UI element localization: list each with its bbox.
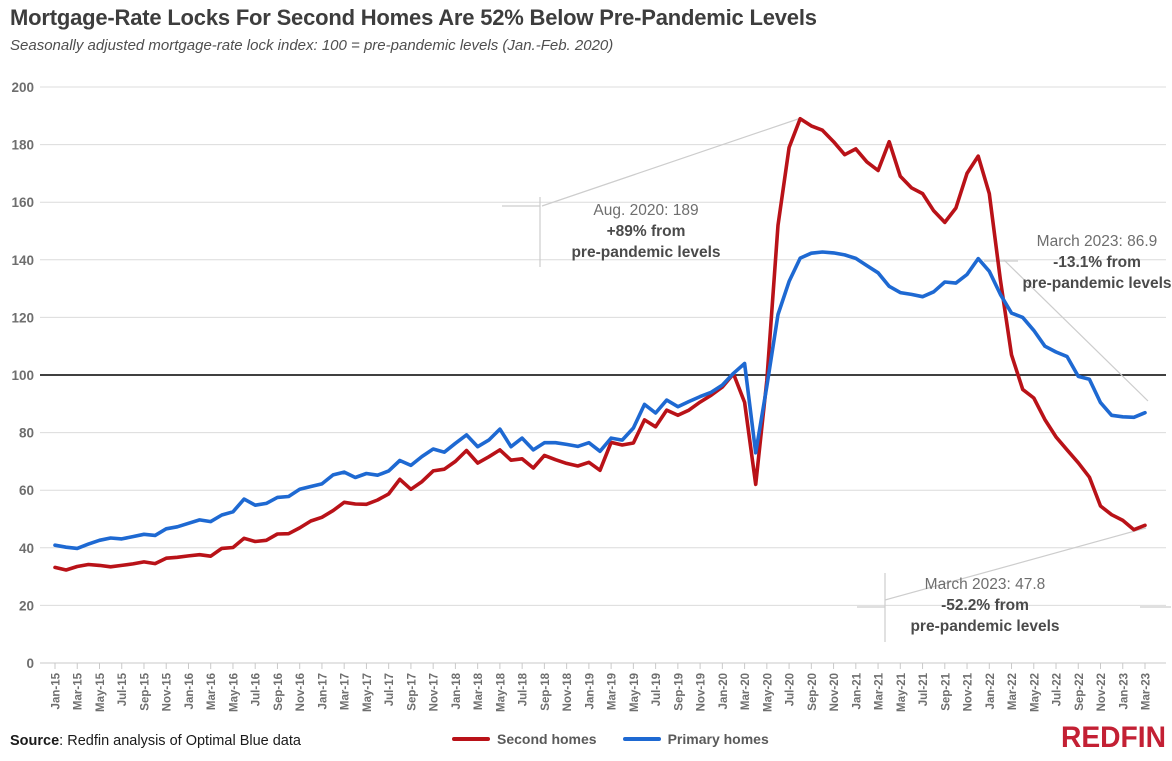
redfin-logo: REDFIN (1060, 719, 1168, 758)
callout-change: -13.1% from (1053, 254, 1141, 271)
svg-text:Nov-15: Nov-15 (162, 672, 174, 711)
svg-text:May-19: May-19 (629, 673, 641, 712)
source-text: : Redfin analysis of Optimal Blue data (59, 733, 301, 749)
svg-text:May-18: May-18 (495, 672, 507, 712)
svg-text:Nov-17: Nov-17 (429, 673, 441, 711)
svg-text:Sep-19: Sep-19 (673, 673, 685, 711)
page-subtitle: Seasonally adjusted mortgage-rate lock i… (10, 37, 614, 54)
svg-text:Sep-15: Sep-15 (139, 672, 151, 710)
svg-text:Jul-22: Jul-22 (1052, 673, 1064, 706)
svg-text:Mar-23: Mar-23 (1141, 673, 1153, 710)
callout-change: -52.2% from (941, 597, 1029, 614)
svg-text:80: 80 (19, 426, 34, 441)
svg-text:May-16: May-16 (228, 673, 240, 712)
svg-text:Nov-21: Nov-21 (963, 672, 975, 711)
svg-text:Jul-20: Jul-20 (785, 673, 797, 706)
svg-text:Sep-21: Sep-21 (940, 672, 952, 710)
svg-text:May-20: May-20 (762, 673, 774, 712)
svg-text:20: 20 (19, 598, 34, 613)
legend-item-second-homes: Second homes (452, 731, 597, 747)
svg-text:40: 40 (19, 541, 34, 556)
callout-caption: pre-pandemic levels (910, 618, 1060, 635)
svg-text:Jan-21: Jan-21 (851, 672, 863, 709)
svg-text:Jul-18: Jul-18 (518, 672, 530, 706)
svg-text:100: 100 (11, 368, 34, 383)
svg-text:Mar-16: Mar-16 (206, 673, 218, 710)
source-label: Source (10, 733, 60, 749)
svg-text:Mar-22: Mar-22 (1007, 673, 1019, 710)
callout-caption: pre-pandemic levels (1022, 275, 1172, 292)
svg-text:Nov-19: Nov-19 (696, 673, 708, 711)
callout-march-2023-primary: March 2023: 86.9 -13.1% from pre-pandemi… (997, 231, 1172, 294)
svg-text:Sep-16: Sep-16 (273, 673, 285, 711)
svg-text:May-22: May-22 (1029, 673, 1041, 712)
svg-text:Nov-20: Nov-20 (829, 673, 841, 711)
svg-text:Mar-17: Mar-17 (340, 673, 352, 710)
page-title: Mortgage-Rate Locks For Second Homes Are… (10, 5, 817, 30)
svg-text:Nov-22: Nov-22 (1096, 673, 1108, 711)
legend-label: Second homes (497, 731, 597, 747)
svg-text:140: 140 (11, 253, 34, 268)
svg-text:0: 0 (26, 656, 34, 671)
callout-aug-2020-peak: Aug. 2020: 189 +89% from pre-pandemic le… (536, 200, 756, 263)
svg-text:Jan-15: Jan-15 (51, 672, 63, 709)
svg-text:160: 160 (11, 195, 34, 210)
svg-text:180: 180 (11, 138, 34, 153)
svg-text:200: 200 (11, 80, 34, 95)
svg-text:Mar-20: Mar-20 (740, 673, 752, 710)
legend-item-primary-homes: Primary homes (622, 731, 769, 747)
svg-text:120: 120 (11, 310, 34, 325)
legend-swatch-second-homes (452, 737, 490, 741)
svg-text:Jan-17: Jan-17 (317, 673, 329, 709)
legend: Second homes Primary homes (452, 731, 769, 747)
callout-value: March 2023: 86.9 (1036, 233, 1158, 250)
svg-text:Nov-18: Nov-18 (562, 672, 574, 711)
svg-text:May-15: May-15 (95, 672, 107, 712)
svg-text:Jul-21: Jul-21 (918, 672, 930, 706)
svg-text:Jul-16: Jul-16 (251, 673, 263, 706)
svg-text:Jan-23: Jan-23 (1118, 673, 1130, 709)
svg-text:Sep-22: Sep-22 (1074, 673, 1086, 711)
legend-swatch-primary-homes (622, 737, 661, 741)
legend-label: Primary homes (667, 731, 769, 747)
callout-caption: pre-pandemic levels (571, 244, 721, 261)
svg-text:Jul-17: Jul-17 (384, 673, 396, 706)
svg-text:Jan-19: Jan-19 (584, 673, 596, 709)
svg-text:Jan-18: Jan-18 (451, 672, 463, 709)
svg-text:Nov-16: Nov-16 (295, 673, 307, 711)
svg-text:60: 60 (19, 483, 34, 498)
svg-text:Jan-22: Jan-22 (985, 673, 997, 709)
svg-text:Jan-16: Jan-16 (184, 673, 196, 709)
callout-value: Aug. 2020: 189 (593, 202, 699, 219)
svg-text:May-17: May-17 (362, 673, 374, 712)
svg-text:Sep-17: Sep-17 (406, 673, 418, 711)
svg-text:Mar-19: Mar-19 (607, 673, 619, 710)
svg-text:Sep-18: Sep-18 (540, 672, 552, 710)
callout-change: +89% from (606, 223, 686, 240)
source-note: Source: Redfin analysis of Optimal Blue … (10, 733, 301, 749)
svg-text:Mar-15: Mar-15 (73, 672, 85, 710)
svg-text:Mar-21: Mar-21 (874, 672, 886, 710)
svg-text:Jul-19: Jul-19 (651, 673, 663, 706)
svg-text:Jan-20: Jan-20 (718, 673, 730, 709)
svg-text:Mar-18: Mar-18 (473, 672, 485, 710)
svg-text:Jul-15: Jul-15 (117, 672, 129, 706)
svg-text:May-21: May-21 (896, 672, 908, 712)
redfin-logo-text: REDFIN (1061, 721, 1166, 753)
callout-value: March 2023: 47.8 (924, 576, 1046, 593)
callout-march-2023-second: March 2023: 47.8 -52.2% from pre-pandemi… (875, 574, 1095, 637)
svg-text:Sep-20: Sep-20 (807, 673, 819, 711)
